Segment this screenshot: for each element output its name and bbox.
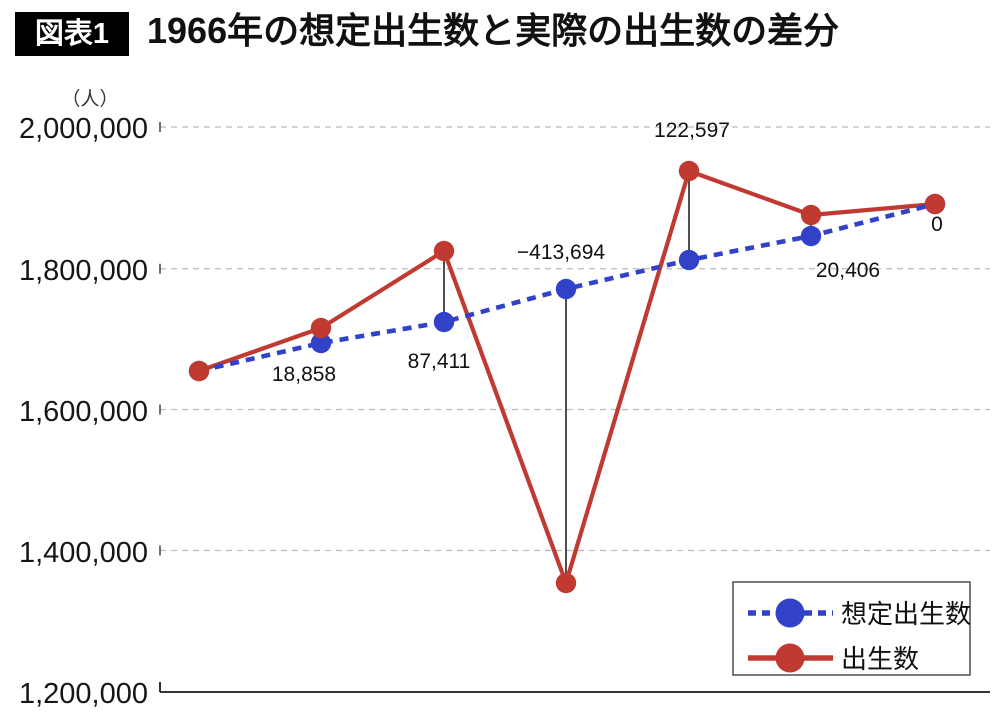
svg-text:2,000,000: 2,000,000 <box>19 113 148 145</box>
svg-text:−413,694: −413,694 <box>517 241 605 264</box>
svg-text:（人）: （人） <box>61 88 118 110</box>
svg-text:図表1: 図表1 <box>35 17 109 50</box>
svg-text:18,858: 18,858 <box>272 363 336 386</box>
svg-text:1966年の想定出生数と実際の出生数の差分: 1966年の想定出生数と実際の出生数の差分 <box>147 10 839 51</box>
svg-text:122,597: 122,597 <box>654 119 730 142</box>
svg-text:出生数: 出生数 <box>841 644 919 674</box>
svg-text:1,600,000: 1,600,000 <box>19 396 148 428</box>
svg-text:20,406: 20,406 <box>816 259 880 282</box>
svg-text:想定出生数: 想定出生数 <box>841 599 971 629</box>
svg-text:0: 0 <box>931 213 943 236</box>
svg-text:1,800,000: 1,800,000 <box>19 255 148 287</box>
svg-text:87,411: 87,411 <box>408 350 471 373</box>
svg-text:1,400,000: 1,400,000 <box>19 537 148 569</box>
svg-text:1,200,000: 1,200,000 <box>19 678 148 710</box>
